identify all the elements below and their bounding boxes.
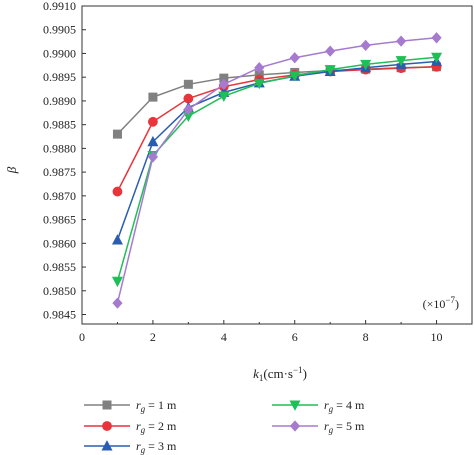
- x-tick-label: 10: [431, 330, 443, 344]
- series-line: [116, 37, 437, 304]
- data-point: [147, 135, 159, 147]
- data-point: [253, 78, 265, 90]
- data-point: [360, 39, 371, 52]
- legend-marker: [102, 400, 112, 410]
- legend-item: rg = 3 m: [84, 439, 177, 455]
- series-4: [111, 52, 443, 288]
- series-line: [116, 56, 437, 282]
- series-3: [111, 55, 443, 245]
- data-point: [148, 116, 158, 127]
- y-tick-label: 0.9875: [43, 165, 76, 179]
- data-point: [112, 129, 122, 139]
- data-point: [218, 91, 230, 103]
- legend-marker: [101, 440, 113, 451]
- x-tick-label: 0: [79, 330, 85, 344]
- x-axis-label: k1(cm·s−1): [253, 365, 307, 383]
- data-point: [289, 71, 301, 82]
- data-point: [289, 52, 300, 64]
- y-tick-label: 0.9895: [43, 70, 76, 84]
- data-point: [147, 151, 159, 163]
- y-tick-label: 0.9865: [43, 213, 76, 227]
- legend-item: rg = 2 m: [84, 419, 177, 435]
- data-point: [395, 35, 407, 47]
- data-point: [111, 276, 123, 288]
- legend-label: rg = 4 m: [324, 398, 365, 414]
- x-tick-label: 2: [150, 330, 156, 344]
- legend-item: rg = 4 m: [272, 398, 365, 414]
- y-tick-label: 0.9890: [43, 94, 76, 108]
- series-2: [112, 61, 442, 197]
- data-point: [112, 186, 123, 197]
- y-tick-label: 0.9905: [43, 23, 76, 37]
- y-tick-label: 0.9870: [43, 189, 76, 203]
- series-line: [116, 60, 437, 241]
- data-point: [218, 78, 229, 90]
- y-tick-label: 0.9845: [43, 308, 76, 322]
- legend-item: rg = 5 m: [272, 419, 365, 435]
- legend-label: rg = 5 m: [324, 419, 365, 435]
- data-point: [112, 297, 123, 309]
- legend-label: rg = 3 m: [136, 439, 177, 455]
- legend-label: rg = 2 m: [136, 419, 177, 435]
- data-point: [431, 32, 442, 44]
- legend-item: rg = 1 m: [84, 398, 177, 414]
- y-tick-label: 0.9900: [43, 46, 76, 60]
- y-axis-label: β: [4, 166, 19, 174]
- axes: 0 2 4 6 8 10 0.9845 0.9850 0.9855 0.9860 0.9865 0.9…: [43, 0, 473, 344]
- legend: rg = 1 m rg = 2 m rg = 3 m rg = 4 m rg = 5 m: [84, 398, 365, 455]
- series-1: [112, 62, 442, 139]
- y-tick-label: 0.9910: [43, 0, 76, 13]
- data-point: [183, 79, 193, 89]
- data-point: [111, 234, 123, 245]
- data-point: [324, 65, 336, 76]
- legend-marker: [289, 420, 301, 432]
- scale-note: (×10−7): [423, 295, 459, 311]
- y-tick-label: 0.9860: [43, 236, 76, 250]
- x-tick-label: 4: [221, 330, 227, 344]
- data-point: [395, 56, 407, 67]
- plot-frame: [81, 5, 473, 325]
- series-line: [116, 66, 437, 192]
- data-point: [254, 62, 265, 74]
- data-point: [431, 52, 443, 64]
- legend-marker: [289, 400, 301, 411]
- series-layer: [111, 32, 443, 309]
- x-tick-label: 8: [363, 330, 369, 344]
- data-point: [360, 59, 372, 71]
- y-tick-label: 0.9850: [43, 284, 76, 298]
- y-tick-label: 0.9880: [43, 141, 76, 155]
- data-point: [148, 92, 158, 102]
- legend-label: rg = 1 m: [136, 398, 177, 414]
- data-point: [325, 45, 336, 57]
- x-tick-label: 6: [292, 330, 298, 344]
- y-tick-label: 0.9885: [43, 118, 76, 132]
- legend-marker: [102, 421, 112, 431]
- data-point: [183, 103, 194, 116]
- y-tick-label: 0.9855: [43, 260, 76, 274]
- series-5: [112, 32, 442, 309]
